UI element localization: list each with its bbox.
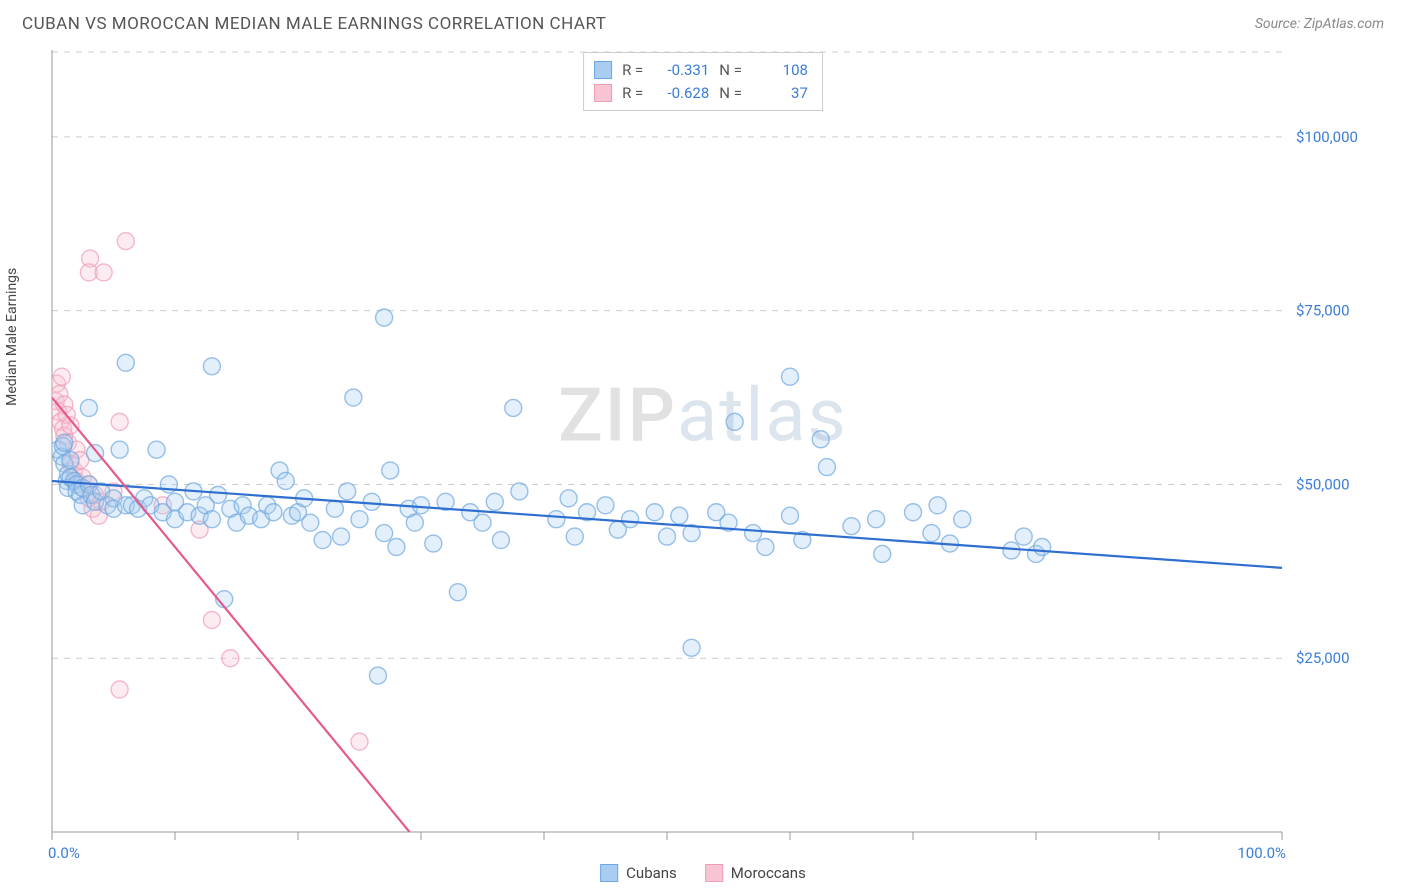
svg-text:$75,000: $75,000 — [1296, 302, 1350, 320]
r-label: R = — [622, 82, 643, 105]
moroccans-swatch — [594, 84, 612, 102]
scatter-chart: $25,000 $50,000 $75,000 $100,000 0.0% 100.0% — [18, 46, 1378, 878]
legend-label-cubans: Cubans — [626, 864, 677, 882]
stats-row-cubans: R = -0.331 N = 108 — [594, 59, 808, 82]
svg-text:$25,000: $25,000 — [1296, 649, 1350, 667]
legend: Cubans Moroccans — [600, 864, 806, 882]
svg-text:$50,000: $50,000 — [1296, 475, 1350, 493]
r-value-cubans: -0.331 — [655, 59, 709, 82]
cubans-swatch — [594, 61, 612, 79]
n-value-moroccans: 37 — [754, 82, 808, 105]
y-axis-label: Median Male Earnings — [4, 268, 20, 406]
r-label: R = — [622, 59, 643, 82]
chart-area: Median Male Earnings $25,000$50,000$75,0… — [18, 46, 1388, 888]
legend-label-moroccans: Moroccans — [731, 864, 806, 882]
n-value-cubans: 108 — [754, 59, 808, 82]
source-label: Source: ZipAtlas.com — [1255, 16, 1384, 32]
moroccans-swatch — [705, 864, 723, 882]
cubans-swatch — [600, 864, 618, 882]
r-value-moroccans: -0.628 — [655, 82, 709, 105]
stats-row-moroccans: R = -0.628 N = 37 — [594, 82, 808, 105]
n-label: N = — [719, 59, 742, 82]
svg-text:$100,000: $100,000 — [1296, 128, 1358, 146]
svg-text:0.0%: 0.0% — [48, 844, 80, 862]
stats-legend: R = -0.331 N = 108 R = -0.628 N = 37 — [583, 52, 823, 111]
n-label: N = — [719, 82, 742, 105]
chart-title: CUBAN VS MOROCCAN MEDIAN MALE EARNINGS C… — [22, 14, 606, 34]
svg-text:100.0%: 100.0% — [1237, 844, 1286, 862]
legend-item-cubans: Cubans — [600, 864, 677, 882]
legend-item-moroccans: Moroccans — [705, 864, 806, 882]
